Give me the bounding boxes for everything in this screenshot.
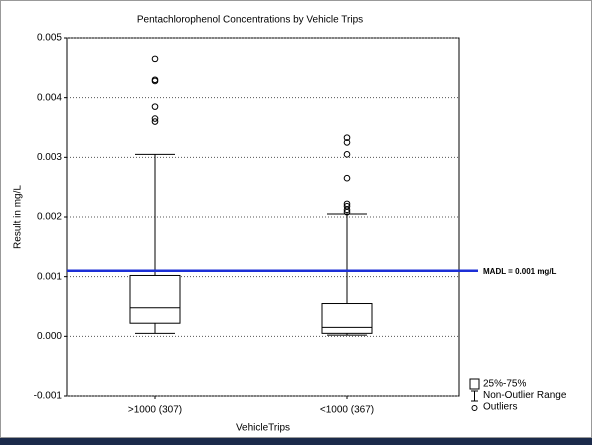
- y-tick-label: 0.003: [37, 152, 62, 163]
- outlier: [343, 151, 351, 158]
- outlier: [343, 208, 351, 216]
- box: [129, 274, 181, 324]
- outlier: [343, 206, 351, 214]
- reference-label: MADL = 0.001 mg/L: [483, 267, 557, 276]
- y-tick-label: -0.001: [34, 391, 63, 402]
- legend-label: Non-Outlier Range: [483, 390, 567, 401]
- outlier: [343, 134, 351, 141]
- outlier: [151, 55, 159, 63]
- legend-outlier-swatch: [471, 405, 478, 411]
- bottom-strip: [0, 438, 592, 445]
- legend-box-swatch: [469, 378, 480, 390]
- outlier: [151, 103, 159, 110]
- box: [321, 303, 373, 334]
- chart-title: Pentachlorophenol Concentrations by Vehi…: [137, 15, 363, 26]
- y-tick-label: 0.001: [37, 271, 62, 282]
- outlier: [151, 115, 159, 122]
- x-axis-label: VehicleTrips: [236, 423, 290, 434]
- y-tick-label: 0.004: [37, 92, 62, 103]
- legend-label: Outliers: [483, 402, 517, 413]
- y-tick-label: 0.002: [37, 212, 62, 223]
- outlier: [343, 139, 351, 146]
- outlier: [343, 174, 351, 182]
- outlier: [151, 77, 159, 85]
- x-tick-label: <1000 (367): [320, 405, 374, 416]
- y-tick-label: 0.005: [37, 33, 62, 44]
- y-tick-label: 0.000: [37, 331, 62, 342]
- x-tick-label: >1000 (307): [128, 405, 182, 416]
- legend-label: 25%-75%: [483, 379, 526, 390]
- y-axis-label: Result in mg/L: [13, 185, 24, 249]
- outlier: [151, 118, 159, 125]
